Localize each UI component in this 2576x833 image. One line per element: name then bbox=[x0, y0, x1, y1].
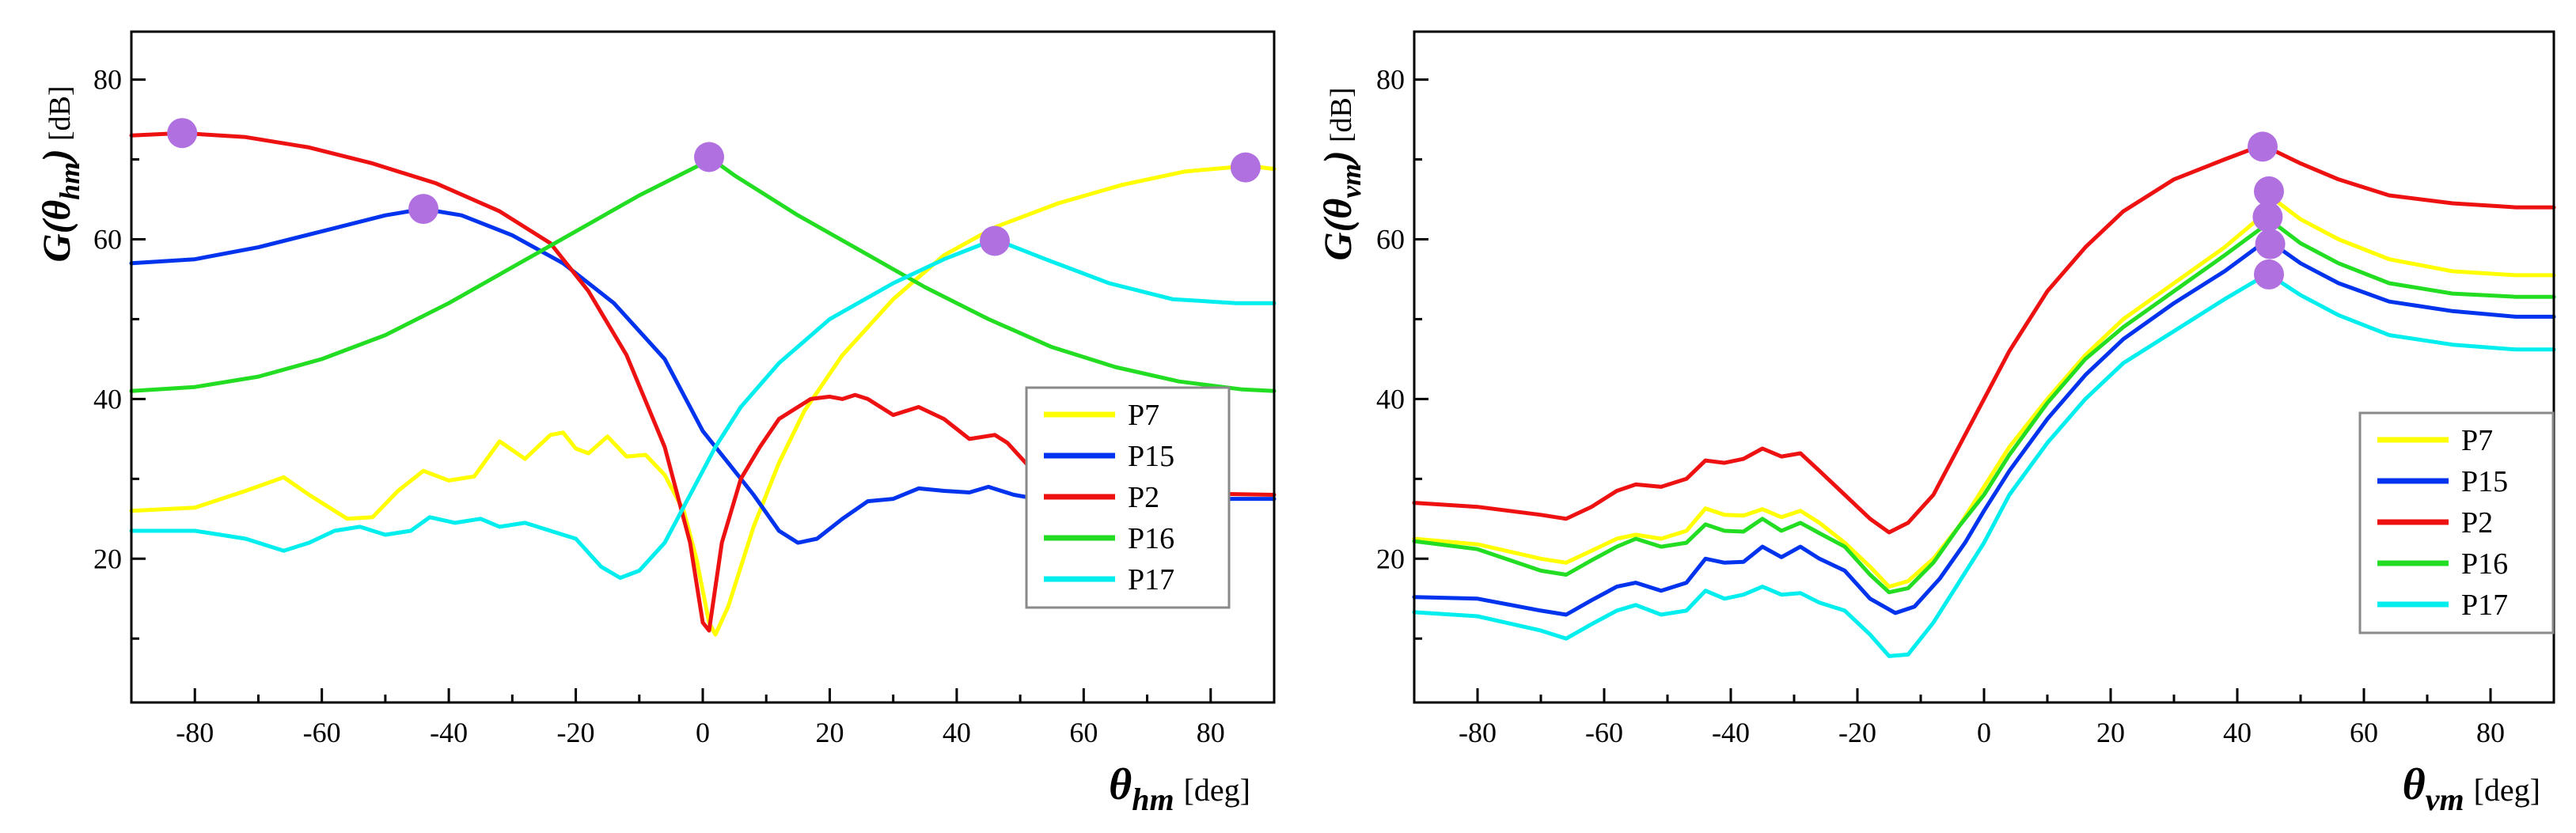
x-tick-label: -80 bbox=[1459, 717, 1497, 748]
x-tick-label: 0 bbox=[1977, 717, 1991, 748]
x-tick-label: -60 bbox=[303, 717, 341, 748]
peak-marker bbox=[2254, 259, 2284, 290]
y-tick-label: 20 bbox=[93, 543, 122, 574]
legend-label-p17: P17 bbox=[2461, 589, 2508, 622]
y-tick-label: 60 bbox=[1376, 223, 1405, 255]
x-tick-label: 40 bbox=[943, 717, 971, 748]
legend-label-p16: P16 bbox=[2461, 547, 2508, 581]
y-axis-label-sub: hm bbox=[54, 162, 85, 200]
y-tick-label: 40 bbox=[1376, 383, 1405, 415]
y-tick-label: 80 bbox=[93, 64, 122, 96]
legend-label-p15: P15 bbox=[2461, 465, 2508, 498]
peak-marker bbox=[2254, 176, 2284, 206]
y-axis-label-theta: θ bbox=[34, 200, 78, 221]
x-tick-label: 60 bbox=[2350, 717, 2378, 748]
legend: P7 P15 P2 P16 P17 bbox=[1025, 386, 1231, 609]
legend-label-p15: P15 bbox=[1128, 440, 1174, 473]
peak-marker bbox=[2248, 131, 2278, 162]
x-tick-label: 20 bbox=[815, 717, 844, 748]
x-tick-label: 80 bbox=[1197, 717, 1225, 748]
legend-label-p2: P2 bbox=[2461, 506, 2493, 540]
x-axis-label-sub: vm bbox=[2426, 782, 2464, 817]
peak-marker bbox=[694, 142, 725, 172]
y-axis-label-func: G( bbox=[1315, 216, 1360, 260]
x-tick-label: -20 bbox=[1838, 717, 1876, 748]
x-tick-label: -20 bbox=[557, 717, 595, 748]
x-axis-label-sub: hm bbox=[1132, 782, 1174, 817]
x-tick-label: 20 bbox=[2096, 717, 2125, 748]
y-axis-label-unit: [dB] bbox=[1325, 87, 1358, 142]
peak-marker bbox=[167, 118, 198, 149]
x-tick-label: -40 bbox=[1712, 717, 1750, 748]
x-axis-label: θhm [deg] bbox=[1109, 760, 1250, 817]
chart-left: -80 -60 -40 -20 0 20 40 60 8020406080P7P15P2P16P… bbox=[34, 30, 1277, 817]
y-axis-label-theta: θ bbox=[1315, 199, 1360, 219]
y-axis-label: G(θhm) [dB] bbox=[34, 85, 85, 262]
y-tick-label: 80 bbox=[1376, 64, 1405, 96]
x-tick-label: 80 bbox=[2476, 717, 2505, 748]
series-line-p17 bbox=[129, 237, 1277, 580]
x-axis-label-unit: [deg] bbox=[2474, 772, 2540, 808]
y-tick-label: 60 bbox=[93, 223, 122, 255]
x-axis-label: θvm [deg] bbox=[2403, 760, 2540, 817]
y-axis-label-unit: [dB] bbox=[44, 85, 77, 141]
y-axis-label: G(θvm) [dB] bbox=[1315, 87, 1367, 260]
peak-marker bbox=[1230, 152, 1261, 183]
y-tick-label: 40 bbox=[93, 383, 122, 415]
peak-marker bbox=[408, 194, 439, 225]
x-tick-label: 60 bbox=[1069, 717, 1098, 748]
legend-label-p16: P16 bbox=[1128, 522, 1174, 555]
x-tick-label: 0 bbox=[696, 717, 710, 748]
y-axis-label-close: ) bbox=[1315, 150, 1360, 167]
legend-label-p7: P7 bbox=[2461, 424, 2493, 457]
chart-right: -80 -60 -40 -20 0 20 40 60 8020406080P7P15P2P16P… bbox=[1315, 30, 2556, 817]
y-axis-label-sub: vm bbox=[1335, 164, 1367, 199]
x-tick-label: -80 bbox=[176, 717, 214, 748]
legend-label-p17: P17 bbox=[1128, 563, 1174, 596]
y-axis-label-close: ) bbox=[34, 149, 78, 165]
x-tick-label: -40 bbox=[430, 717, 468, 748]
legend-label-p2: P2 bbox=[1128, 481, 1159, 514]
y-axis-label-func: G( bbox=[34, 218, 78, 262]
peak-marker bbox=[2255, 229, 2286, 259]
x-axis-label-unit: [deg] bbox=[1184, 772, 1250, 808]
x-tick-label: -60 bbox=[1585, 717, 1623, 748]
legend: P7 P15 P2 P16 P17 bbox=[2358, 411, 2555, 634]
series-line-p2 bbox=[129, 131, 1277, 633]
y-tick-label: 20 bbox=[1376, 543, 1405, 574]
legend-label-p7: P7 bbox=[1128, 399, 1159, 432]
peak-marker bbox=[2252, 202, 2283, 233]
x-tick-label: 40 bbox=[2223, 717, 2252, 748]
x-axis-label-theta: θ bbox=[2403, 760, 2426, 809]
x-axis-label-theta: θ bbox=[1109, 760, 1132, 809]
peak-marker bbox=[980, 225, 1011, 256]
